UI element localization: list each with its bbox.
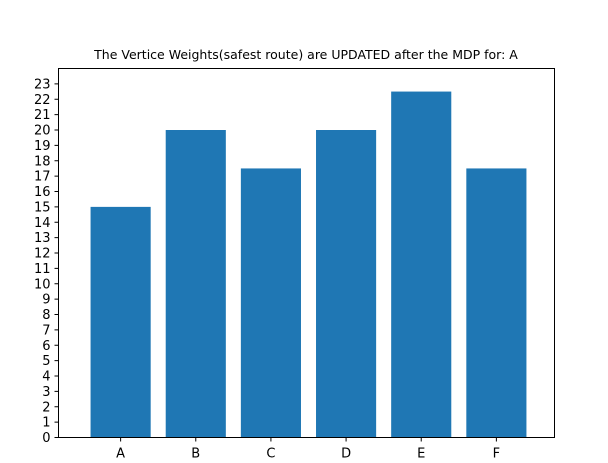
y-tick-label: 1 <box>42 416 50 431</box>
y-tick-label: 10 <box>34 277 51 292</box>
y-tick-label: 0 <box>42 431 50 446</box>
chart-title: The Vertice Weights(safest route) are UP… <box>93 47 518 62</box>
y-tick-label: 3 <box>42 385 50 400</box>
bar-c <box>240 168 301 438</box>
y-tick-label: 11 <box>34 262 51 277</box>
x-tick-label: F <box>493 447 500 462</box>
y-tick-label: 5 <box>42 354 50 369</box>
bar-b <box>165 130 226 438</box>
y-tick-label: 14 <box>34 216 51 231</box>
y-tick-label: 8 <box>42 308 50 323</box>
x-tick-label: B <box>191 447 200 462</box>
y-tick-label: 16 <box>34 185 51 200</box>
bars-group <box>90 91 527 438</box>
y-tick-label: 15 <box>34 200 51 215</box>
bar-a <box>90 206 151 438</box>
plot-frame <box>58 68 555 438</box>
x-tick-label: E <box>417 447 425 462</box>
y-tick-label: 21 <box>34 108 51 123</box>
y-tick-label: 18 <box>34 154 51 169</box>
y-tick-label: 17 <box>34 170 51 185</box>
bar-d <box>316 130 377 438</box>
x-tick-label: D <box>341 447 351 462</box>
y-tick-label: 22 <box>34 93 51 108</box>
y-tick-label: 6 <box>42 339 50 354</box>
y-tick-label: 9 <box>42 293 50 308</box>
y-tick-label: 23 <box>34 77 51 92</box>
x-tick-label: A <box>116 447 125 462</box>
y-tick-label: 2 <box>42 400 50 415</box>
y-tick-label: 4 <box>42 370 50 385</box>
y-tick-label: 13 <box>34 231 51 246</box>
y-tick-label: 20 <box>34 124 51 139</box>
x-axis-ticks: A B C D E F <box>116 437 500 462</box>
bar-e <box>391 91 452 438</box>
bar-f <box>466 168 527 438</box>
y-tick-label: 7 <box>42 323 50 338</box>
x-tick-label: C <box>266 447 275 462</box>
y-tick-label: 12 <box>34 247 51 262</box>
y-tick-label: 19 <box>34 139 51 154</box>
